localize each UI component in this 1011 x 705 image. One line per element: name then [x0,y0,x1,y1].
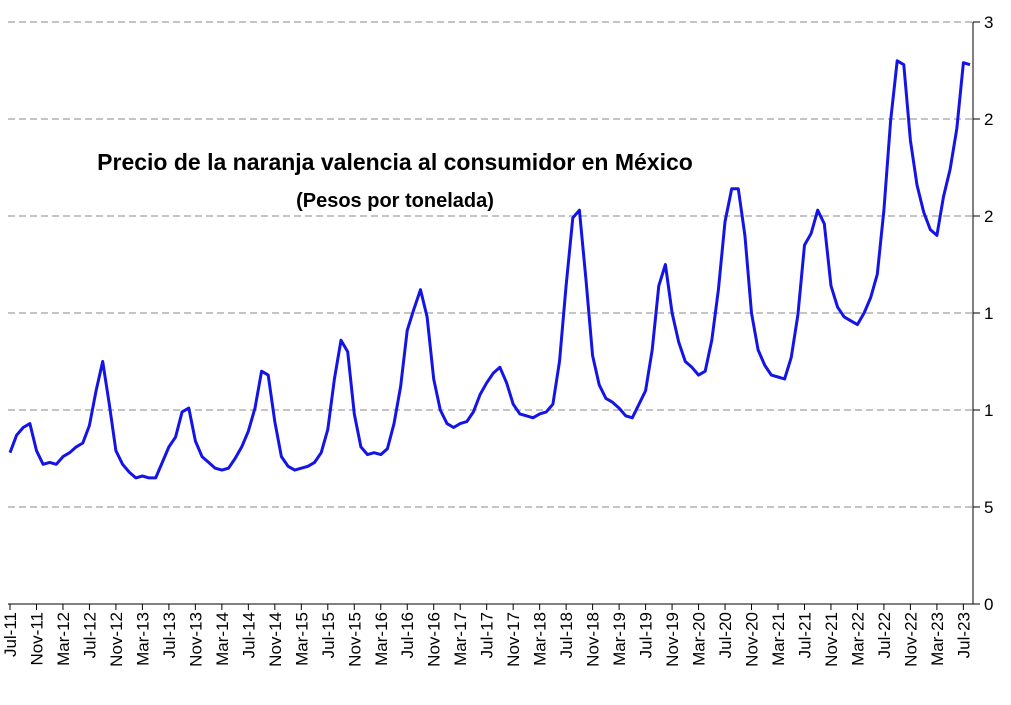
x-tick-label: Jul-21 [795,612,814,658]
x-tick-label: Mar-15 [292,612,311,666]
x-tick-label: Nov-13 [186,612,205,667]
x-tick-label: Jul-12 [80,612,99,658]
x-tick-label: Jul-22 [875,612,894,658]
x-tick-label: Jul-16 [398,612,417,658]
x-tick-label: Jul-20 [716,612,735,658]
y-tick-label: 2 [984,207,993,226]
line-series [8,59,971,480]
x-tick-label: Jul-19 [637,612,656,658]
x-tick-label: Nov-14 [266,612,285,667]
x-tick-label: Jul-15 [319,612,338,658]
chart-subtitle: (Pesos por tonelada) [296,190,494,212]
x-tick-label: Nov-21 [822,612,841,667]
x-tick-label: Nov-22 [901,612,920,667]
x-tick-label: Nov-17 [504,612,523,667]
x-tick-label: Jul-18 [557,612,576,658]
chart-title: Precio de la naranja valencia al consumi… [97,149,693,175]
y-tick-label: 3 [984,13,993,32]
x-tick-label: Mar-18 [531,612,550,666]
x-tick-label: Mar-16 [372,612,391,666]
x-tick-label: Jul-23 [954,612,973,658]
x-tick-label: Nov-15 [345,612,364,667]
x-tick-label: Nov-18 [584,612,603,667]
y-tick-label: 2 [984,110,993,129]
x-tick-label: Nov-19 [663,612,682,667]
x-tick-label: Mar-14 [213,612,232,666]
x-tick-label: Nov-11 [27,612,46,666]
x-tick-label: Jul-13 [160,612,179,658]
x-tick-label: Jul-14 [239,612,258,658]
x-tick-label: Mar-22 [848,612,867,666]
x-tick-label: Mar-19 [610,612,629,666]
x-tick-label: Nov-12 [107,612,126,667]
x-tick-label: Mar-23 [928,612,947,666]
x-tick-label: Nov-16 [425,612,444,667]
y-tick-label: 1 [984,401,993,420]
x-tick-label: Mar-17 [451,612,470,666]
y-tick-label: 5 [984,498,993,517]
x-tick-label: Mar-13 [133,612,152,666]
x-tick-label: Jul-17 [478,612,497,658]
x-tick-label: Mar-20 [690,612,709,666]
x-tick-label: Mar-12 [54,612,73,666]
y-tick-label: 0 [984,595,993,614]
y-tick-label: 1 [984,304,993,323]
x-tick-label: Nov-20 [743,612,762,667]
x-tick-label: Mar-21 [769,612,788,666]
x-tick-label: Jul-11 [1,612,20,657]
